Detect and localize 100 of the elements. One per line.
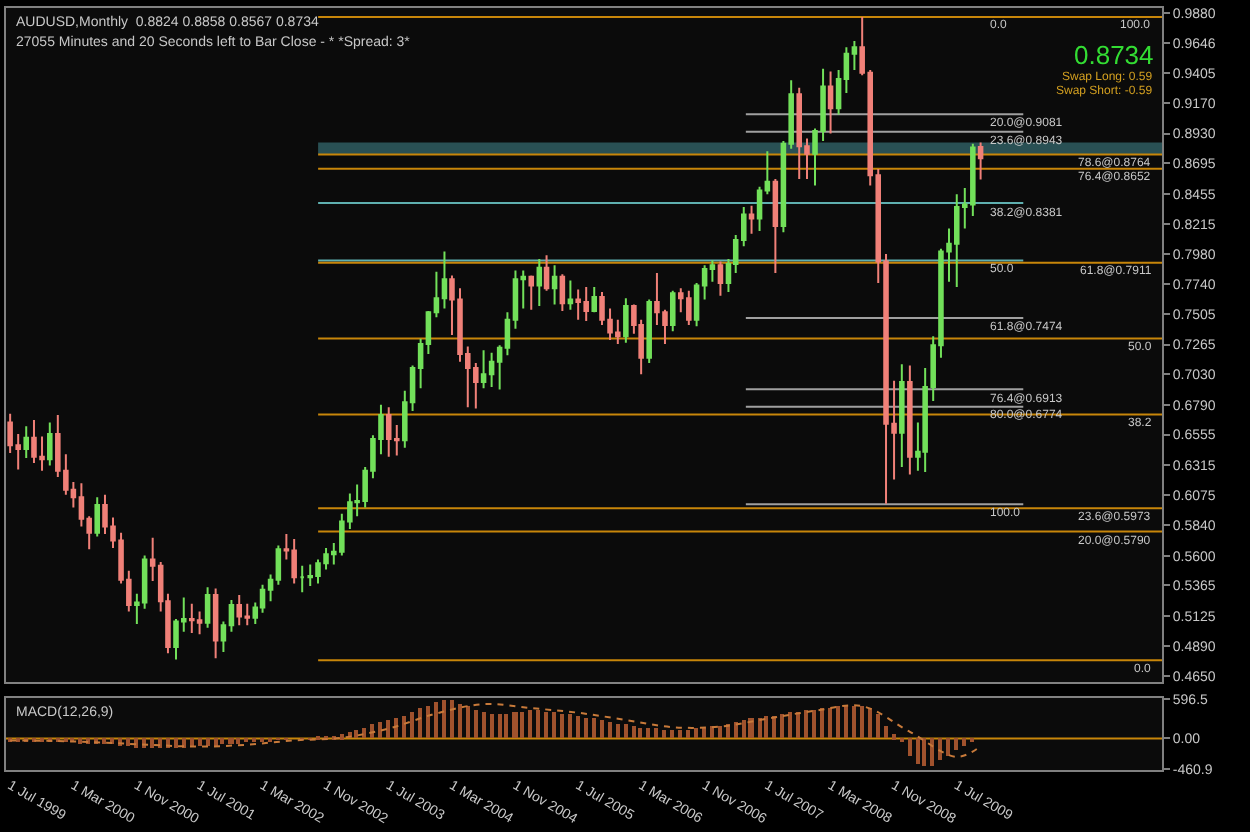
bar [560,713,564,738]
bar [702,727,706,738]
bar [922,737,926,766]
candlestick [385,406,392,458]
bar [654,727,658,738]
candlestick [567,279,574,311]
bar [892,733,896,740]
bar [624,723,628,738]
bar [584,717,588,738]
candlestick [796,86,802,181]
bar [884,725,888,738]
candlestick [31,418,37,465]
bar [930,737,934,766]
candlestick [772,178,779,274]
bar [174,737,178,748]
candlestick [977,141,984,181]
bar [474,709,478,738]
bar [498,713,502,738]
candlestick [441,250,448,310]
bar [552,711,556,738]
candlestick [244,602,251,627]
candlestick [551,264,558,306]
candlestick [543,254,550,292]
bar [632,725,636,738]
bar [434,701,438,738]
candlestick [488,351,495,389]
candlestick [717,260,724,297]
bar [868,707,872,738]
candlestick [559,273,566,312]
bar [718,725,722,738]
candlestick [196,610,203,636]
candlestick [953,193,960,288]
candlestick [623,297,629,344]
bar [764,715,768,738]
bar [742,719,746,738]
bar [490,713,494,738]
candlestick [899,363,905,468]
bar [616,723,620,738]
candlestick [827,70,834,135]
bar [78,737,82,744]
bar [182,737,186,748]
bar [686,729,690,738]
bar [820,707,824,738]
bar [710,725,714,738]
candlestick [307,563,313,588]
bar [844,705,848,738]
annotation: 0.8734 [1074,40,1154,70]
bar [600,719,604,738]
bar [788,711,792,738]
candlestick [236,593,242,627]
candlestick [189,602,195,634]
bar [836,705,840,738]
candlestick [212,587,219,660]
bar [528,709,532,738]
bar [544,711,548,738]
bar [646,727,650,738]
candlestick [575,288,581,321]
bar [828,707,832,738]
bar [576,715,580,738]
bar [946,737,950,756]
bar [796,711,800,738]
bar [378,721,382,738]
bar [482,711,486,738]
candlestick [47,421,53,467]
bar [190,737,194,746]
bar [804,709,808,738]
bar [134,737,138,748]
bar [670,729,674,738]
bar [198,737,202,746]
bar [458,703,462,738]
bar [220,737,224,744]
bar [442,699,446,738]
bar [734,721,738,738]
bar [340,733,344,740]
bar [450,699,454,738]
bar [158,737,162,748]
bar [568,713,572,738]
bar [466,705,470,738]
candlestick [583,285,589,323]
bar [236,737,240,744]
bar [954,737,958,750]
bar [504,713,508,738]
bar [780,713,784,738]
bar [876,713,880,738]
candlestick [23,425,29,459]
bar [512,711,518,738]
bar [126,737,130,746]
bar [812,709,816,738]
candlestick [536,257,543,307]
candlestick [299,564,305,594]
bar [150,737,154,748]
bar [426,705,430,738]
bar [962,737,966,746]
bar [394,717,398,738]
bar [520,711,524,738]
candlestick [646,298,652,364]
candlestick [94,496,100,538]
candlestick [686,289,692,326]
bar [662,729,666,738]
bar [772,715,776,738]
